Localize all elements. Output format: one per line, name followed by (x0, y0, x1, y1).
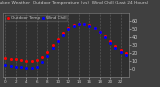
Wind Chill (125, 55, 127, 56)
Wind Chill (57, 41, 59, 42)
Outdoor Temp (36, 60, 38, 61)
Wind Chill (104, 37, 106, 38)
Outdoor Temp (83, 23, 85, 24)
Outdoor Temp (4, 57, 6, 58)
Outdoor Temp (125, 53, 127, 54)
Line: Outdoor Temp: Outdoor Temp (5, 23, 127, 62)
Wind Chill (94, 28, 96, 29)
Wind Chill (4, 65, 6, 66)
Outdoor Temp (67, 28, 69, 29)
Outdoor Temp (15, 59, 17, 60)
Outdoor Temp (52, 45, 54, 46)
Wind Chill (88, 25, 90, 27)
Wind Chill (67, 29, 69, 30)
Outdoor Temp (115, 45, 116, 46)
Wind Chill (10, 65, 12, 66)
Wind Chill (78, 24, 80, 25)
Wind Chill (25, 68, 27, 69)
Outdoor Temp (104, 36, 106, 37)
Outdoor Temp (41, 57, 43, 58)
Wind Chill (99, 32, 101, 33)
Outdoor Temp (94, 27, 96, 28)
Wind Chill (36, 66, 38, 67)
Outdoor Temp (46, 51, 48, 52)
Outdoor Temp (99, 31, 101, 32)
Outdoor Temp (88, 25, 90, 26)
Wind Chill (120, 52, 122, 53)
Outdoor Temp (10, 58, 12, 59)
Outdoor Temp (20, 60, 22, 61)
Wind Chill (73, 25, 75, 27)
Outdoor Temp (57, 38, 59, 39)
Wind Chill (31, 68, 33, 69)
Wind Chill (41, 61, 43, 62)
Outdoor Temp (109, 41, 111, 42)
Wind Chill (46, 56, 48, 57)
Wind Chill (52, 48, 54, 49)
Outdoor Temp (78, 23, 80, 24)
Wind Chill (20, 67, 22, 68)
Text: Milwaukee Weather  Outdoor Temperature (vs)  Wind Chill (Last 24 Hours): Milwaukee Weather Outdoor Temperature (v… (0, 1, 148, 5)
Legend: Outdoor Temp, Wind Chill: Outdoor Temp, Wind Chill (5, 15, 67, 21)
Outdoor Temp (62, 33, 64, 34)
Wind Chill (115, 47, 116, 48)
Wind Chill (83, 24, 85, 25)
Outdoor Temp (73, 25, 75, 26)
Line: Wind Chill: Wind Chill (5, 24, 127, 69)
Outdoor Temp (120, 49, 122, 50)
Outdoor Temp (25, 61, 27, 62)
Outdoor Temp (31, 61, 33, 62)
Wind Chill (15, 66, 17, 67)
Wind Chill (109, 42, 111, 43)
Wind Chill (62, 34, 64, 35)
